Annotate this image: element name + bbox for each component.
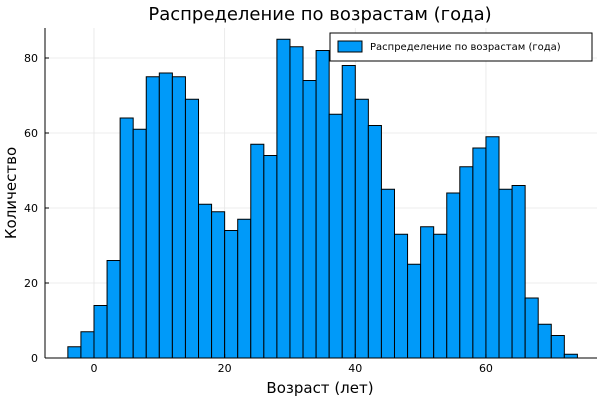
histogram-bar bbox=[433, 233, 448, 359]
histogram-bar bbox=[380, 188, 395, 359]
histogram-bar bbox=[459, 166, 474, 359]
legend-label: Распределение по возрастам (года) bbox=[370, 42, 561, 53]
histogram-bar bbox=[276, 38, 291, 359]
histogram-bar bbox=[132, 128, 147, 359]
histogram-bar bbox=[524, 297, 539, 359]
x-tick-label: 0 bbox=[90, 362, 97, 375]
histogram-bar bbox=[498, 188, 513, 359]
histogram-bar bbox=[145, 76, 160, 359]
y-tick-label: 40 bbox=[24, 202, 38, 215]
x-tick-label: 20 bbox=[218, 362, 232, 375]
histogram-bar bbox=[511, 185, 526, 359]
histogram-bar bbox=[171, 76, 186, 359]
histogram-bar bbox=[80, 331, 95, 359]
histogram-bar bbox=[472, 147, 487, 359]
histogram-bar bbox=[367, 125, 382, 359]
x-tick-labels: 0 20 40 60 bbox=[90, 354, 493, 375]
chart-title: Распределение по возрастам (года) bbox=[148, 4, 491, 25]
histogram-bar bbox=[184, 98, 200, 359]
histogram-bar bbox=[119, 117, 134, 359]
histogram-bar bbox=[537, 323, 552, 359]
x-tick-label: 60 bbox=[479, 362, 493, 375]
histogram-bar bbox=[393, 233, 409, 359]
histogram-bar bbox=[354, 98, 369, 359]
histogram-bar bbox=[224, 230, 239, 359]
y-axis-title: Количество bbox=[2, 147, 20, 239]
histogram-bar bbox=[211, 211, 226, 359]
legend-box bbox=[329, 32, 593, 62]
histogram-bar bbox=[237, 218, 252, 359]
histogram-bar bbox=[485, 136, 500, 359]
histogram-bar bbox=[106, 260, 121, 359]
bars bbox=[67, 38, 578, 359]
x-tick-label: 40 bbox=[348, 362, 362, 375]
histogram-bar bbox=[158, 72, 173, 359]
legend: Распределение по возрастам (года) bbox=[329, 32, 593, 62]
histogram-bar bbox=[263, 155, 278, 359]
y-tick-labels: 0 20 40 60 80 bbox=[24, 52, 49, 365]
histogram-bar bbox=[328, 113, 343, 359]
y-tick-label: 0 bbox=[31, 352, 38, 365]
x-axis-title: Возраст (лет) bbox=[266, 379, 373, 397]
y-tick-label: 60 bbox=[24, 127, 38, 140]
histogram-bar bbox=[407, 263, 422, 359]
histogram-bar bbox=[93, 305, 108, 359]
histogram-bar bbox=[420, 226, 435, 359]
histogram-bar bbox=[250, 143, 265, 359]
histogram-bar bbox=[446, 192, 461, 359]
y-tick-label: 80 bbox=[24, 52, 38, 65]
histogram-bar bbox=[315, 50, 330, 359]
histogram-bar bbox=[302, 80, 317, 359]
axes bbox=[44, 28, 597, 359]
histogram-bar bbox=[341, 65, 356, 359]
histogram-bar bbox=[67, 346, 82, 359]
histogram-bar bbox=[289, 46, 304, 359]
y-tick-label: 20 bbox=[24, 277, 38, 290]
histogram-bar bbox=[198, 203, 213, 359]
legend-swatch bbox=[337, 40, 363, 53]
histogram-bar bbox=[563, 353, 578, 359]
histogram-bar bbox=[550, 335, 565, 359]
